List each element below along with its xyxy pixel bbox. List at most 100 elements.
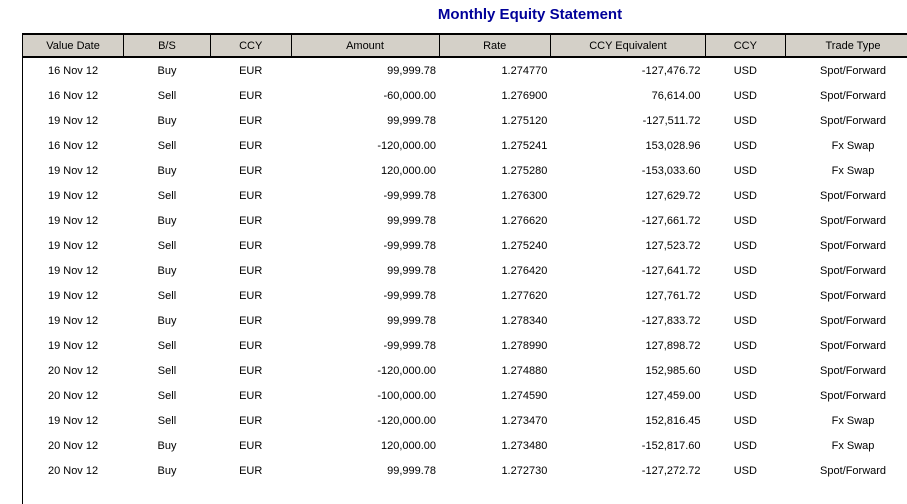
cell-trade_type: Spot/Forward xyxy=(820,364,887,377)
column-header-value_date: Value Date xyxy=(22,33,125,58)
cell-amount: -99,999.78 xyxy=(383,339,437,352)
cell-amount: -99,999.78 xyxy=(383,289,437,302)
table-row: 19 Nov 12 Sell EUR -99,999.78 1.278990 127,89… xyxy=(23,333,907,358)
table-row: 20 Nov 12 Buy EUR 120,000.00 1.273480 -152,81… xyxy=(23,433,907,458)
cell-value_date: 19 Nov 12 xyxy=(47,314,99,327)
cell-amount: -99,999.78 xyxy=(383,239,437,252)
cell-bs: Sell xyxy=(157,339,177,352)
cell-bs: Buy xyxy=(157,214,177,227)
cell-value_date: 19 Nov 12 xyxy=(47,164,99,177)
equity-statement-table: Value Date B/S CCY Amount Rate CCY Equivalent… xyxy=(22,33,907,483)
cell-ccy_equivalent: 152,816.45 xyxy=(645,414,701,427)
cell-trade_type: Fx Swap xyxy=(831,139,875,152)
cell-bs: Sell xyxy=(157,89,177,102)
cell-ccy_equivalent: 127,523.72 xyxy=(645,239,701,252)
cell-amount: 99,999.78 xyxy=(387,214,437,227)
cell-rate: 1.274590 xyxy=(501,389,548,402)
table-row: 19 Nov 12 Buy EUR 99,999.78 1.276420 -127,641… xyxy=(23,258,907,283)
cell-amount: 120,000.00 xyxy=(380,164,437,177)
column-header-trade_type: Trade Type xyxy=(784,33,907,58)
cell-value_date: 20 Nov 12 xyxy=(47,364,99,377)
cell-trade_type: Spot/Forward xyxy=(820,214,887,227)
cell-ccy_equivalent: 127,898.72 xyxy=(645,339,701,352)
cell-ccy_equivalent: 127,761.72 xyxy=(645,289,701,302)
cell-bs: Buy xyxy=(157,64,177,77)
cell-trade_type: Spot/Forward xyxy=(820,264,887,277)
page-title: Monthly Equity Statement xyxy=(437,6,623,23)
cell-value_date: 19 Nov 12 xyxy=(47,264,99,277)
cell-bs: Buy xyxy=(157,114,177,127)
table-row: 19 Nov 12 Buy EUR 99,999.78 1.275120 -127,511… xyxy=(23,108,907,133)
cell-amount: -120,000.00 xyxy=(377,414,437,427)
cell-ccy2: USD xyxy=(733,264,757,277)
cell-ccy: EUR xyxy=(239,239,263,252)
cell-value_date: 20 Nov 12 xyxy=(47,464,99,477)
cell-ccy: EUR xyxy=(239,189,263,202)
table-row: 19 Nov 12 Sell EUR -120,000.00 1.273470 152,8… xyxy=(23,408,907,433)
cell-rate: 1.276300 xyxy=(501,189,548,202)
cell-ccy2: USD xyxy=(733,189,757,202)
cell-ccy: EUR xyxy=(239,89,263,102)
cell-amount: -120,000.00 xyxy=(377,364,437,377)
cell-amount: -100,000.00 xyxy=(377,389,437,402)
cell-rate: 1.276620 xyxy=(501,214,548,227)
cell-bs: Buy xyxy=(157,439,177,452)
cell-amount: 99,999.78 xyxy=(387,264,437,277)
cell-trade_type: Fx Swap xyxy=(831,414,875,427)
cell-ccy2: USD xyxy=(733,439,757,452)
column-header-bs: B/S xyxy=(123,33,211,58)
cell-amount: 99,999.78 xyxy=(387,114,437,127)
cell-value_date: 19 Nov 12 xyxy=(47,214,99,227)
cell-ccy2: USD xyxy=(733,164,757,177)
cell-ccy: EUR xyxy=(239,139,263,152)
cell-value_date: 19 Nov 12 xyxy=(47,189,99,202)
cell-value_date: 20 Nov 12 xyxy=(47,439,99,452)
cell-ccy: EUR xyxy=(239,214,263,227)
cell-ccy: EUR xyxy=(239,314,263,327)
cell-value_date: 19 Nov 12 xyxy=(47,239,99,252)
cell-ccy: EUR xyxy=(239,264,263,277)
cell-value_date: 16 Nov 12 xyxy=(47,139,99,152)
cell-rate: 1.273480 xyxy=(501,439,548,452)
cell-trade_type: Spot/Forward xyxy=(820,464,887,477)
cell-rate: 1.275120 xyxy=(501,114,548,127)
cell-ccy2: USD xyxy=(733,289,757,302)
cell-bs: Sell xyxy=(157,414,177,427)
cell-rate: 1.275240 xyxy=(501,239,548,252)
cell-ccy: EUR xyxy=(239,114,263,127)
cell-rate: 1.277620 xyxy=(501,289,548,302)
table-row: 20 Nov 12 Sell EUR -120,000.00 1.274880 152,9… xyxy=(23,358,907,383)
table-row: 19 Nov 12 Buy EUR 99,999.78 1.278340 -127,833… xyxy=(23,308,907,333)
cell-bs: Sell xyxy=(157,139,177,152)
cell-value_date: 19 Nov 12 xyxy=(47,339,99,352)
cell-ccy2: USD xyxy=(733,414,757,427)
cell-amount: -60,000.00 xyxy=(383,89,437,102)
cell-trade_type: Spot/Forward xyxy=(820,339,887,352)
cell-trade_type: Spot/Forward xyxy=(820,189,887,202)
cell-value_date: 20 Nov 12 xyxy=(47,389,99,402)
cell-trade_type: Spot/Forward xyxy=(820,64,887,77)
cell-rate: 1.275280 xyxy=(501,164,548,177)
table-row: 19 Nov 12 Sell EUR -99,999.78 1.277620 127,76… xyxy=(23,283,907,308)
cell-bs: Sell xyxy=(157,364,177,377)
table-left-border xyxy=(22,33,23,504)
table-row: 20 Nov 12 Buy EUR 99,999.78 1.272730 -127,272… xyxy=(23,458,907,483)
table-row: 16 Nov 12 Sell EUR -60,000.00 1.276900 76,614… xyxy=(23,83,907,108)
cell-bs: Buy xyxy=(157,164,177,177)
cell-amount: 99,999.78 xyxy=(387,314,437,327)
cell-trade_type: Fx Swap xyxy=(831,439,875,452)
cell-value_date: 19 Nov 12 xyxy=(47,114,99,127)
cell-amount: -99,999.78 xyxy=(383,189,437,202)
table-header-row: Value Date B/S CCY Amount Rate CCY Equivalent… xyxy=(22,33,907,58)
cell-ccy: EUR xyxy=(239,164,263,177)
cell-ccy: EUR xyxy=(239,389,263,402)
cell-rate: 1.275241 xyxy=(501,139,548,152)
cell-ccy2: USD xyxy=(733,389,757,402)
cell-ccy_equivalent: -153,033.60 xyxy=(641,164,701,177)
cell-bs: Buy xyxy=(157,314,177,327)
cell-ccy: EUR xyxy=(239,289,263,302)
cell-trade_type: Spot/Forward xyxy=(820,289,887,302)
table-row: 20 Nov 12 Sell EUR -100,000.00 1.274590 127,4… xyxy=(23,383,907,408)
cell-trade_type: Spot/Forward xyxy=(820,89,887,102)
cell-amount: 120,000.00 xyxy=(380,439,437,452)
